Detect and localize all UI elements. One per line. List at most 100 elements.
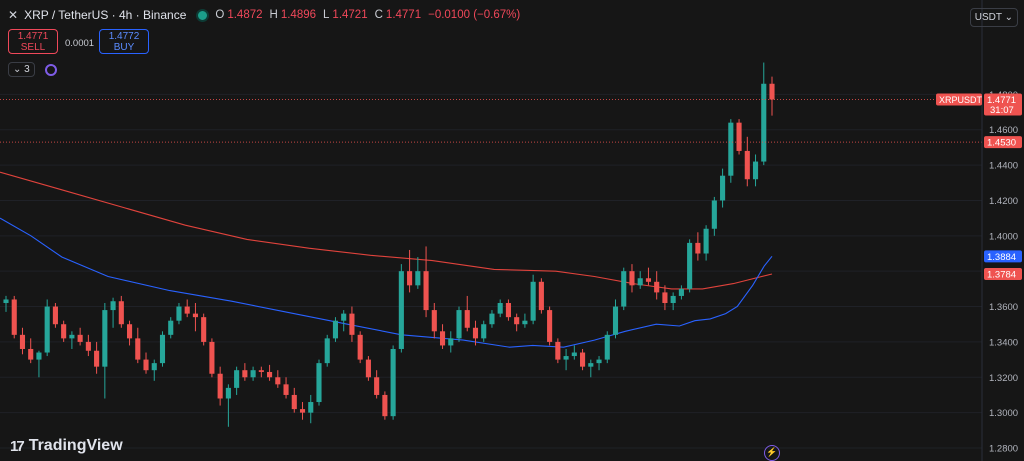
symbol-tag [936, 93, 982, 106]
candle-body [349, 313, 355, 335]
lightning-icon[interactable]: ⚡ [764, 445, 780, 461]
candle-body [720, 175, 726, 201]
candle-body [217, 373, 223, 399]
symbol-header: ✕ XRP / TetherUS · 4h · Binance O 1.4872 … [8, 8, 524, 22]
symbol-title[interactable]: XRP / TetherUS · 4h · Binance [24, 8, 187, 22]
price-tag-value: 1.4771 [987, 95, 1016, 106]
candle-body [736, 122, 742, 151]
candle-body [3, 299, 9, 304]
market-status-icon [196, 8, 210, 22]
candle-body [283, 384, 289, 395]
candle-body [629, 271, 635, 286]
indicator-settings-icon[interactable] [44, 63, 57, 76]
y-tick-label: 1.3000 [989, 408, 1018, 419]
candle-body [637, 278, 643, 286]
open-key: O [215, 9, 225, 21]
candle-body [662, 292, 668, 304]
candle-body [604, 334, 610, 360]
candle-body [332, 320, 339, 339]
close-value: 1.4771 [385, 9, 422, 21]
candle-body [588, 363, 594, 367]
candle-body [110, 301, 116, 311]
candle-body [456, 310, 462, 339]
candle-body [168, 320, 174, 335]
candle-body [505, 303, 511, 318]
ma-slow-line [0, 171, 773, 290]
candle-body [497, 303, 503, 314]
y-tick-label: 1.3200 [989, 373, 1018, 384]
y-tick-label: 1.4200 [989, 196, 1018, 207]
close-icon[interactable]: ✕ [8, 8, 19, 22]
candle-body [472, 327, 479, 339]
candle-body [151, 363, 157, 371]
candle-body [11, 299, 17, 335]
candle-body [439, 331, 446, 346]
candle-body [530, 281, 536, 321]
close-key: C [374, 9, 383, 21]
candle-body [571, 352, 577, 357]
y-tick-label: 1.3600 [989, 302, 1018, 313]
candle-body [225, 387, 231, 399]
y-tick-label: 1.4000 [989, 231, 1018, 242]
candle-body [184, 306, 190, 314]
open-value: 1.4872 [227, 9, 263, 21]
candle-body [398, 271, 404, 349]
candle-body [448, 338, 454, 346]
candle-body [159, 334, 166, 364]
candle-body [36, 352, 42, 360]
candle-body [118, 301, 124, 325]
ma-fast-line [0, 217, 773, 348]
buy-label: BUY [113, 42, 135, 53]
candle-body [423, 271, 429, 311]
candle-body [563, 356, 569, 360]
price-tag [984, 93, 1022, 116]
candle-body [761, 83, 767, 162]
high-key: H [269, 9, 278, 21]
candle-body [769, 83, 775, 100]
ohlc-values: O 1.4872 H 1.4896 L 1.4721 C 1.4771 −0.0100 … [215, 9, 524, 21]
candle-body [711, 200, 717, 229]
brand-name: TradingView [28, 437, 123, 454]
candle-body [176, 306, 182, 321]
candle-body [481, 324, 487, 339]
candle-body [374, 377, 380, 395]
y-tick-label: 1.3400 [989, 337, 1018, 348]
currency-selector[interactable]: USDT ⌄ [969, 8, 1018, 27]
candle-body [687, 242, 693, 289]
candle-body [242, 370, 248, 378]
tradingview-logo-icon: 17 [10, 437, 25, 455]
symbol-tag-label: XRPUSDT [939, 95, 983, 105]
indicators-toggle-button[interactable]: ⌄ 3 [8, 62, 35, 77]
candle-body [299, 409, 306, 413]
candle-body [44, 306, 50, 353]
tradingview-logo[interactable]: 17 TradingView [10, 437, 123, 455]
price-levels [0, 98, 982, 143]
candle-body [431, 310, 437, 332]
candle-body [744, 150, 750, 180]
candle-body [703, 228, 709, 254]
candle-body [94, 350, 100, 367]
candle-body [192, 313, 198, 318]
candle-body [382, 394, 388, 417]
candle-body [728, 122, 734, 176]
candle-body [102, 310, 108, 367]
candle-body [365, 359, 371, 378]
candle-body [407, 271, 413, 286]
candle-body [621, 271, 627, 307]
candle-body [308, 402, 314, 413]
candle-body [19, 334, 26, 349]
price-tag-value: 1.3784 [987, 270, 1016, 281]
candle-body [580, 352, 586, 367]
sell-button[interactable]: 1.4771 SELL [8, 29, 58, 54]
candle-body [267, 371, 273, 378]
candle-body [555, 341, 561, 360]
candle-body [52, 306, 58, 325]
candle-body [752, 161, 759, 180]
buy-price: 1.4772 [108, 31, 140, 42]
buy-button[interactable]: 1.4772 BUY [99, 29, 149, 54]
price-tag-value: 1.4530 [987, 138, 1016, 149]
candle-body [415, 271, 421, 286]
candle-body [538, 281, 544, 311]
candle-body [357, 334, 363, 360]
